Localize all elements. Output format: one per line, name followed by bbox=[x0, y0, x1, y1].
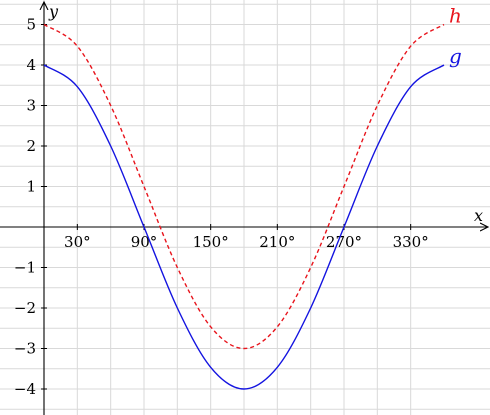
y-tick-label: 1 bbox=[26, 178, 36, 196]
x-tick-label: 330° bbox=[393, 233, 429, 251]
y-axis-label: y bbox=[48, 2, 59, 21]
y-tick-label: 4 bbox=[26, 56, 36, 74]
series-label-g: g bbox=[449, 44, 462, 68]
y-tick-label: 5 bbox=[26, 16, 36, 34]
series-labels: hg bbox=[449, 4, 462, 69]
y-tick-label: 2 bbox=[26, 137, 36, 155]
y-tick-label: −1 bbox=[14, 259, 36, 277]
x-tick-label: 270° bbox=[326, 233, 362, 251]
series-group bbox=[43, 23, 445, 390]
y-tick-label: −2 bbox=[14, 299, 36, 317]
x-axis-label: x bbox=[474, 206, 483, 225]
series-line-g bbox=[43, 64, 445, 390]
series-label-h: h bbox=[449, 4, 462, 28]
ticks: 30° 90° 150° 210° 270° 330° 5 4 3 2 1 −1 −2 −3 −4 bbox=[14, 16, 429, 399]
y-tick-label: −4 bbox=[14, 380, 36, 398]
x-tick-label: 90° bbox=[131, 233, 158, 251]
x-tick-label: 30° bbox=[64, 233, 91, 251]
series-line-h bbox=[43, 23, 445, 350]
x-tick-label: 210° bbox=[259, 233, 295, 251]
x-tick-label: 150° bbox=[193, 233, 229, 251]
y-tick-label: −3 bbox=[14, 340, 36, 358]
y-tick-label: 3 bbox=[26, 97, 36, 115]
